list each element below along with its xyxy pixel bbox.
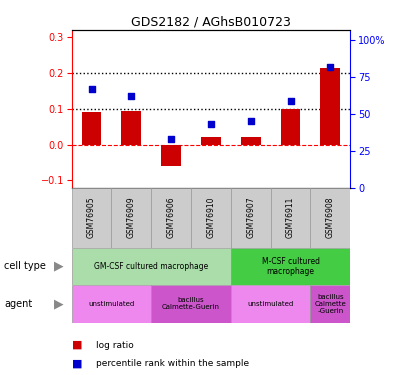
Point bbox=[208, 121, 214, 127]
Bar bbox=[231, 248, 350, 285]
Point bbox=[168, 136, 174, 142]
Bar bbox=[231, 188, 271, 248]
Bar bbox=[82, 112, 101, 144]
Text: ▶: ▶ bbox=[54, 260, 63, 273]
Point bbox=[248, 118, 254, 124]
Bar bbox=[241, 137, 261, 144]
Text: cell type: cell type bbox=[4, 261, 46, 271]
Point bbox=[327, 64, 334, 70]
Text: GSM76905: GSM76905 bbox=[87, 196, 96, 238]
Text: GSM76910: GSM76910 bbox=[207, 197, 215, 238]
Text: percentile rank within the sample: percentile rank within the sample bbox=[96, 359, 249, 368]
Bar bbox=[281, 109, 300, 144]
Bar bbox=[231, 285, 310, 322]
Text: ■: ■ bbox=[72, 359, 82, 369]
Bar bbox=[151, 285, 231, 322]
Text: ▶: ▶ bbox=[54, 297, 63, 310]
Text: GSM76909: GSM76909 bbox=[127, 196, 136, 238]
Text: unstimulated: unstimulated bbox=[88, 301, 135, 307]
Bar bbox=[310, 285, 350, 322]
Text: unstimulated: unstimulated bbox=[248, 301, 294, 307]
Text: GSM76907: GSM76907 bbox=[246, 196, 255, 238]
Title: GDS2182 / AGhsB010723: GDS2182 / AGhsB010723 bbox=[131, 16, 291, 29]
Bar bbox=[161, 144, 181, 166]
Bar bbox=[310, 188, 350, 248]
Point bbox=[88, 86, 95, 92]
Text: GSM76911: GSM76911 bbox=[286, 197, 295, 238]
Text: M-CSF cultured
macrophage: M-CSF cultured macrophage bbox=[261, 256, 320, 276]
Bar bbox=[121, 111, 141, 144]
Text: GSM76906: GSM76906 bbox=[167, 196, 176, 238]
Point bbox=[128, 93, 135, 99]
Bar bbox=[72, 248, 231, 285]
Text: GM-CSF cultured macrophage: GM-CSF cultured macrophage bbox=[94, 262, 209, 271]
Text: log ratio: log ratio bbox=[96, 340, 133, 350]
Bar bbox=[72, 188, 111, 248]
Bar bbox=[111, 188, 151, 248]
Point bbox=[287, 98, 294, 104]
Bar bbox=[191, 188, 231, 248]
Bar bbox=[201, 137, 221, 144]
Text: GSM76908: GSM76908 bbox=[326, 197, 335, 238]
Bar bbox=[151, 188, 191, 248]
Text: bacillus
Calmette
-Guerin: bacillus Calmette -Guerin bbox=[314, 294, 346, 314]
Text: bacillus
Calmette-Guerin: bacillus Calmette-Guerin bbox=[162, 297, 220, 310]
Text: agent: agent bbox=[4, 299, 32, 309]
Text: ■: ■ bbox=[72, 340, 82, 350]
Bar bbox=[271, 188, 310, 248]
Bar bbox=[72, 285, 151, 322]
Bar bbox=[320, 68, 340, 144]
